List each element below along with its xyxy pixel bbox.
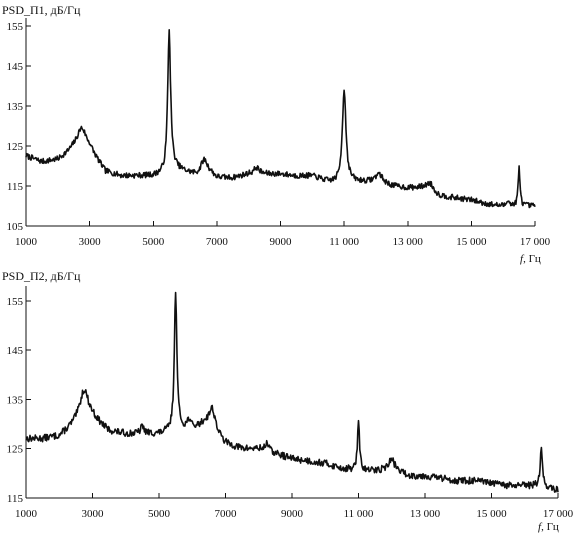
y-tick-label-p2: 135 — [7, 394, 24, 406]
x-axis-label-p1: f, Гц — [520, 253, 541, 265]
x-tick-label-p2: 15 000 — [476, 508, 507, 520]
y-ticks-p2: 115 125 135 145 155 — [7, 296, 31, 505]
x-tick-label-p1: 17 000 — [520, 236, 551, 248]
y-tick-label-p2: 155 — [7, 296, 24, 308]
x-tick-label-p2: 13 000 — [410, 508, 441, 520]
y-axis-label-p2: PSD_П2, дБ/Гц — [2, 269, 81, 283]
y-tick-label-p1: 135 — [7, 101, 24, 113]
y-tick-label-p1: 155 — [7, 21, 24, 33]
y-tick-label-p1: 105 — [7, 221, 24, 233]
x-tick-label-p1: 7000 — [206, 236, 229, 248]
x-tick-label-p1: 11 000 — [329, 236, 359, 248]
y-tick-label-p2: 145 — [7, 345, 24, 357]
y-tick-label-p1: 145 — [7, 61, 24, 73]
x-axis-label-p2: f, Гц — [538, 521, 559, 533]
x-tick-label-p1: 13 000 — [393, 236, 424, 248]
y-axis-label-p1: PSD_П1, дБ/Гц — [2, 3, 81, 17]
x-tick-label-p2: 7000 — [215, 508, 238, 520]
x-tick-label-p2: 9000 — [281, 508, 304, 520]
y-tick-label-p2: 125 — [7, 444, 24, 456]
x-axis-label-unit-p2: , Гц — [541, 521, 559, 533]
y-tick-label-p1: 125 — [7, 141, 24, 153]
x-tick-label-p2: 17 000 — [543, 508, 573, 520]
chart-psd-p1: PSD_П1, дБ/Гц 105 115 125 135 145 155 1000 300… — [2, 3, 551, 265]
x-tick-label-p1: 15 000 — [456, 236, 487, 248]
x-ticks-p1: 1000 3000 5000 7000 9000 11 000 13 000 15 000 17… — [15, 221, 551, 248]
x-tick-label-p1: 1000 — [15, 236, 38, 248]
x-tick-label-p1: 9000 — [270, 236, 293, 248]
chart-psd-p2: PSD_П2, дБ/Гц 115 125 135 145 155 1000 3000 50… — [2, 269, 573, 533]
x-axis-label-unit-p1: , Гц — [523, 253, 541, 265]
x-tick-label-p1: 3000 — [79, 236, 102, 248]
x-tick-label-p1: 5000 — [142, 236, 165, 248]
psd-p1-line — [25, 29, 536, 209]
y-tick-label-p2: 115 — [7, 493, 24, 505]
y-ticks-p1: 105 115 125 135 145 155 — [7, 21, 31, 233]
x-tick-label-p2: 3000 — [82, 508, 105, 520]
x-tick-label-p2: 1000 — [15, 508, 38, 520]
x-tick-label-p2: 11 000 — [344, 508, 374, 520]
y-tick-label-p1: 115 — [7, 181, 24, 193]
psd-p2-line — [25, 291, 559, 493]
x-tick-label-p2: 5000 — [148, 508, 171, 520]
x-axis-label-var-p2: f — [538, 521, 543, 533]
x-axis-label-var-p1: f — [520, 253, 525, 265]
x-ticks-p2: 1000 3000 5000 7000 9000 11 000 13 000 15 000 17… — [15, 493, 573, 520]
